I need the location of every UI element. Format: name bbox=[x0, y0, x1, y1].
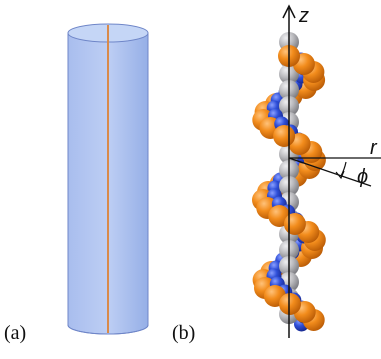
r-axis-label: r bbox=[370, 137, 378, 159]
orange-sphere bbox=[273, 125, 296, 147]
z-axis-label: z bbox=[298, 5, 309, 27]
orange-sphere bbox=[279, 293, 301, 315]
phi-arrow-icon bbox=[335, 170, 345, 180]
cylinder bbox=[67, 23, 149, 335]
r-vector-line bbox=[288, 157, 372, 187]
panel-label-a: (a) bbox=[4, 322, 27, 344]
phi-arc bbox=[340, 161, 347, 177]
phi-angle-label: ϕ bbox=[357, 166, 368, 188]
z-axis-arrow-icon bbox=[282, 4, 296, 19]
coordinate-axes: z r ϕ bbox=[282, 4, 381, 338]
panel-label-b: (b) bbox=[172, 322, 196, 344]
orange-sphere bbox=[283, 213, 306, 235]
cylinder-bottom-rim bbox=[67, 324, 149, 335]
